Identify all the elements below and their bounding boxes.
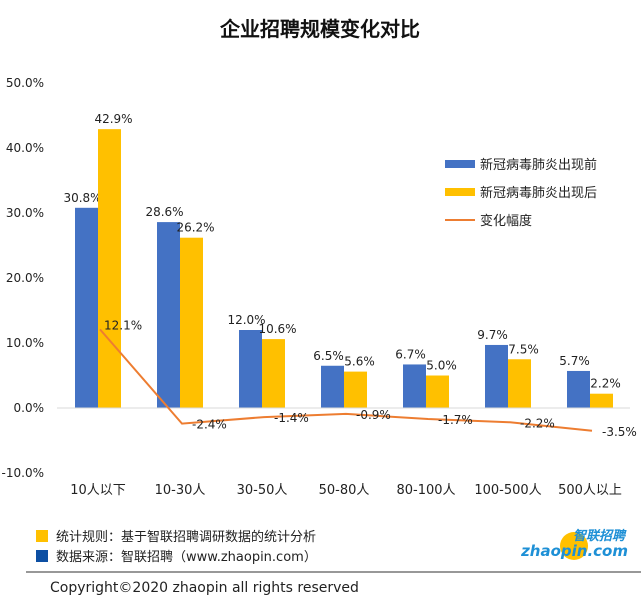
x-tick-label: 10人以下 [70,483,126,498]
data-label: 26.2% [176,221,214,235]
line-label: -2.2% [520,416,555,430]
legend-label: 新冠病毒肺炎出现前 [480,157,597,173]
x-tick-label: 100-500人 [474,483,541,498]
change-line [99,328,593,432]
bar-before [567,370,590,408]
line-series: 12.1% -2.4% -1.4% -0.9% -1.7% -2.2% -3.5% [99,318,637,439]
bar-before [239,330,262,408]
zhaopin-logo: 智联招聘 zhaopin.com [520,528,628,560]
bar-after [344,371,367,408]
y-tick-label: 10.0% [6,336,44,350]
data-label: 10.6% [258,322,296,336]
data-label: 42.9% [94,112,132,126]
x-tick-label: 50-80人 [319,483,370,498]
bar-after [262,339,285,408]
source-marker [36,550,48,562]
data-label: 30.8% [63,191,101,205]
line-label: -1.4% [274,411,309,425]
bar-before [485,344,508,408]
x-axis: 10人以下 10-30人 30-50人 50-80人 80-100人 100-500人 50… [70,483,622,498]
data-label: 5.6% [344,355,375,369]
rule-text: 统计规则：基于智联招聘调研数据的统计分析 [56,529,316,545]
data-label: 6.5% [313,349,344,363]
x-tick-label: 30-50人 [237,483,288,498]
y-tick-label: 50.0% [6,76,44,90]
data-label: 9.7% [477,328,508,342]
legend-label: 新冠病毒肺炎出现后 [480,185,597,201]
x-tick-label: 10-30人 [155,483,206,498]
bar-before [403,364,426,408]
source-text: 数据来源：智联招聘（www.zhaopin.com） [56,550,317,565]
chart-title: 企业招聘规模变化对比 [219,17,420,41]
data-label: 28.6% [145,205,183,219]
data-label: 5.0% [426,359,457,373]
line-label: -0.9% [356,408,391,422]
bars: 30.8% 42.9% 28.6% 26.2% 12.0%10.6% 6.5% 5.6% 6.… [57,112,630,409]
logo-en: zhaopin.com [520,542,628,560]
bar-before [157,222,180,408]
logo-cn: 智联招聘 [573,528,627,544]
data-label: 7.5% [508,342,539,356]
y-tick-label: -10.0% [2,466,44,480]
data-label: 5.7% [559,354,590,368]
legend-swatch [445,160,475,168]
data-label: 2.2% [590,377,621,391]
bar-after [180,237,203,408]
line-label: 12.1% [104,318,142,332]
bar-after [508,359,531,408]
legend-label: 变化幅度 [480,213,532,229]
line-label: -3.5% [602,425,637,439]
y-tick-label: 30.0% [6,206,44,220]
bar-after [98,129,121,408]
data-label: 12.0% [227,313,265,327]
rule-marker [36,530,48,542]
y-tick-label: 0.0% [14,401,45,415]
bar-after [426,375,449,408]
legend-swatch [445,188,475,196]
x-tick-label: 80-100人 [396,483,455,498]
data-label: 6.7% [395,347,426,361]
line-label: -1.7% [438,413,473,427]
line-label: -2.4% [192,418,227,432]
bar-before [321,365,344,408]
x-tick-label: 500人以上 [558,483,622,498]
bar-after [590,393,613,408]
copyright: Copyright©2020 zhaopin all rights reserv… [50,580,359,596]
bar-before [75,207,98,408]
y-axis: -10.0% 0.0% 10.0% 20.0% 30.0% 40.0% 50.0% [2,76,44,480]
y-tick-label: 40.0% [6,141,44,155]
y-tick-label: 20.0% [6,271,44,285]
